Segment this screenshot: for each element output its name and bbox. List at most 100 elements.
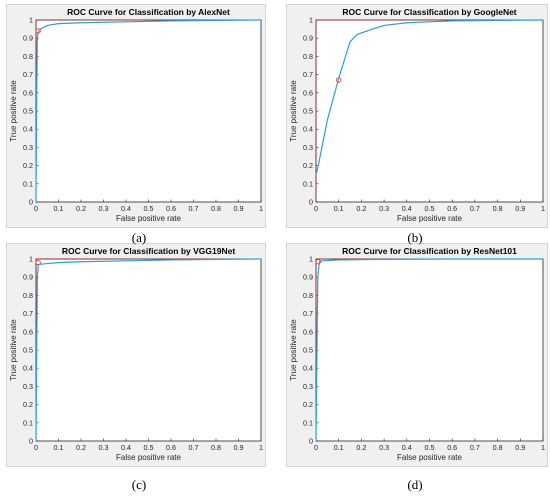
x-tick-label: 0.8: [211, 204, 221, 213]
y-tick-label: 0.7: [303, 70, 313, 79]
y-tick-label: 0.3: [303, 143, 313, 152]
roc-curve-line: [315, 258, 543, 442]
caption-c: (c): [131, 477, 147, 492]
y-axis-label: True positive rate: [289, 319, 298, 381]
x-tick-label: 0.7: [189, 204, 199, 213]
x-tick-label: 0: [314, 204, 318, 213]
chart-panel-googlenet: ROC Curve for Classification by GoogleNe…: [286, 4, 548, 228]
x-tick-label: 0.5: [425, 204, 435, 213]
x-tick-label: 0.8: [493, 204, 503, 213]
x-tick-label: 0.1: [54, 204, 64, 213]
y-tick-label: 0.7: [23, 70, 33, 79]
x-tick-label: 0.6: [447, 443, 457, 452]
x-axis-label: False positive rate: [116, 453, 181, 462]
x-axis-label: False positive rate: [397, 214, 462, 223]
caption-b: (b): [407, 230, 423, 245]
x-tick-label: 0.2: [76, 204, 86, 213]
x-tick-label: 0.4: [402, 443, 412, 452]
y-axis-label: True positive rate: [9, 319, 18, 381]
y-tick-label: 0.1: [23, 418, 33, 427]
x-tick-label: 0.5: [144, 204, 154, 213]
x-axis-label: False positive rate: [116, 214, 181, 223]
x-tick-label: 1: [259, 443, 263, 452]
y-tick-label: 0.5: [23, 346, 33, 355]
plot-area: [35, 19, 262, 203]
chart-title: ROC Curve for Classification by VGG19Net: [62, 246, 236, 256]
x-tick-label: 0.4: [121, 443, 131, 452]
chart-panel-resnet101: ROC Curve for Classification by ResNet10…: [286, 243, 548, 467]
y-tick-label: 1: [29, 16, 33, 25]
x-tick-label: 0.6: [447, 204, 457, 213]
x-tick-label: 0.6: [166, 443, 176, 452]
x-tick-label: 0.3: [99, 443, 109, 452]
chart-panel-alexnet: ROC Curve for Classification by AlexNet 0…: [6, 4, 266, 228]
roc-chart-3: ROC Curve for Classification by VGG19Net…: [9, 246, 263, 462]
x-tick-label: 0.1: [334, 204, 344, 213]
chart-title: ROC Curve for Classification by AlexNet: [67, 7, 230, 17]
x-tick-label: 0.9: [515, 443, 525, 452]
x-tick-label: 0: [34, 443, 38, 452]
plot-area: [315, 258, 544, 442]
chart-panel-vgg19net: ROC Curve for Classification by VGG19Net…: [6, 243, 266, 467]
y-tick-label: 0.8: [303, 291, 313, 300]
caption-a: (a): [131, 230, 147, 245]
operating-point-marker: [35, 28, 41, 34]
x-tick-label: 0.9: [234, 443, 244, 452]
x-tick-label: 0.7: [470, 443, 480, 452]
y-tick-label: 0: [29, 437, 33, 446]
y-tick-label: 0.9: [303, 34, 313, 43]
operating-point-marker: [315, 259, 321, 265]
operating-point-marker: [336, 77, 342, 83]
y-tick-label: 0.1: [303, 418, 313, 427]
x-tick-label: 0.4: [402, 204, 412, 213]
y-tick-label: 0.4: [303, 364, 313, 373]
y-tick-label: 0.6: [23, 327, 33, 336]
y-axis-label: True positive rate: [289, 80, 298, 142]
y-tick-label: 0.5: [303, 346, 313, 355]
y-tick-label: 0.9: [23, 34, 33, 43]
x-tick-label: 0.1: [334, 443, 344, 452]
x-tick-label: 0.6: [166, 204, 176, 213]
y-tick-label: 0.2: [23, 161, 33, 170]
operating-point-marker: [35, 259, 41, 266]
x-tick-label: 0.4: [121, 204, 131, 213]
x-tick-label: 0.2: [356, 443, 366, 452]
y-tick-label: 0.9: [23, 273, 33, 282]
y-tick-label: 0.7: [23, 309, 33, 318]
chart-title: ROC Curve for Classification by ResNet10…: [342, 246, 517, 256]
y-tick-label: 0.4: [23, 364, 33, 373]
chart-title: ROC Curve for Classification by GoogleNe…: [342, 7, 516, 17]
y-tick-label: 0.7: [303, 309, 313, 318]
x-tick-label: 0: [34, 204, 38, 213]
y-tick-label: 0.2: [303, 400, 313, 409]
y-tick-label: 0.4: [303, 125, 313, 134]
x-tick-label: 0.2: [356, 204, 366, 213]
x-tick-label: 0.8: [211, 443, 221, 452]
roc-chart-4: ROC Curve for Classification by ResNet10…: [289, 246, 545, 462]
x-tick-label: 0.3: [99, 204, 109, 213]
x-tick-label: 0.2: [76, 443, 86, 452]
y-tick-label: 0.3: [23, 382, 33, 391]
y-axis-label: True positive rate: [9, 80, 18, 142]
x-tick-label: 0.1: [54, 443, 64, 452]
y-tick-label: 0.3: [303, 382, 313, 391]
y-tick-label: 1: [309, 16, 313, 25]
roc-curve-line: [35, 19, 262, 203]
plot-area: [35, 258, 262, 442]
y-tick-label: 0: [309, 437, 313, 446]
roc-chart-2: ROC Curve for Classification by GoogleNe…: [289, 7, 545, 223]
x-tick-label: 1: [259, 204, 263, 213]
y-tick-label: 0.5: [23, 107, 33, 116]
caption-d: (d): [407, 477, 423, 492]
y-tick-label: 0.2: [23, 400, 33, 409]
roc-chart-1: ROC Curve for Classification by AlexNet 0…: [9, 7, 263, 223]
y-tick-label: 0: [29, 198, 33, 207]
y-tick-label: 0.4: [23, 125, 33, 134]
x-tick-label: 0.9: [515, 204, 525, 213]
x-tick-label: 0.9: [234, 204, 244, 213]
y-tick-label: 1: [309, 255, 313, 264]
y-tick-label: 0.6: [303, 88, 313, 97]
x-axis-label: False positive rate: [397, 453, 462, 462]
y-tick-label: 0.9: [303, 273, 313, 282]
y-tick-label: 0.6: [23, 88, 33, 97]
